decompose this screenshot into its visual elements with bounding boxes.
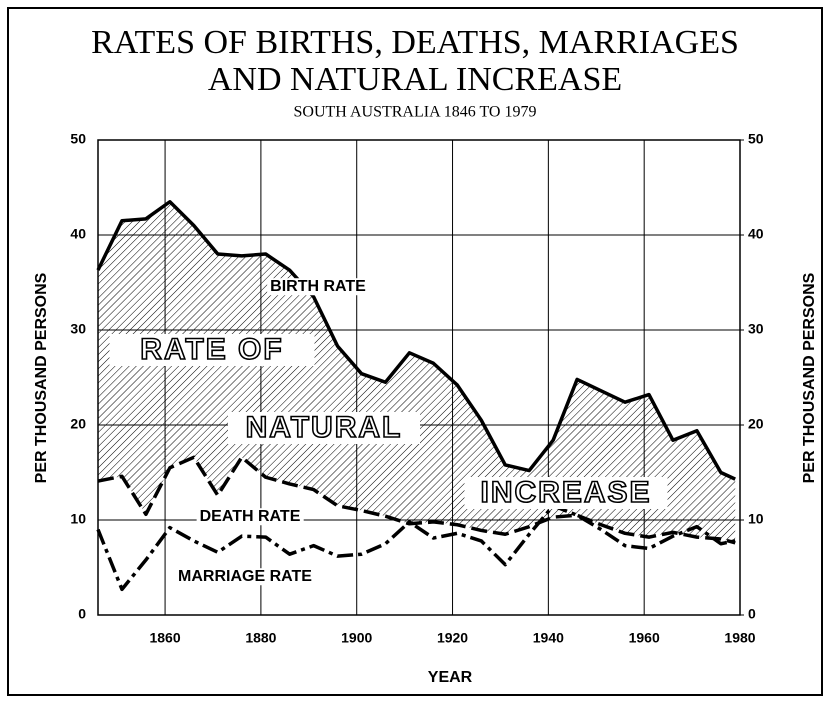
annotation-box (228, 412, 420, 444)
series-label: BIRTH RATE (270, 278, 366, 295)
x-axis-label: YEAR (428, 669, 473, 686)
x-tick-label: 1900 (341, 630, 372, 646)
series-label: DEATH RATE (200, 508, 301, 525)
series-line (96, 504, 736, 592)
chart-title: AND NATURAL INCREASE (208, 61, 622, 98)
x-tick-label: 1860 (149, 630, 180, 646)
plot-border (97, 139, 741, 616)
series-line (96, 200, 736, 481)
y2-tick-label: 10 (748, 511, 764, 527)
series-label-bg (175, 568, 316, 586)
annotation: RATE OF (140, 333, 283, 366)
y2-tick-label: 50 (748, 131, 764, 147)
annotation: INCREASE (480, 476, 651, 509)
x-tick-label: 1920 (437, 630, 468, 646)
chart-subtitle: SOUTH AUSTRALIA 1846 TO 1979 (294, 104, 537, 121)
series-label-bg (267, 278, 370, 296)
y2-tick-label: 20 (748, 416, 764, 432)
y-tick-label: 40 (70, 226, 86, 242)
y-axis-label: PER THOUSAND PERSONS (33, 272, 50, 483)
y-tick-label: 50 (70, 131, 86, 147)
series-label: MARRIAGE RATE (178, 568, 312, 585)
chart-title: RATES OF BIRTHS, DEATHS, MARRIAGES (91, 24, 739, 61)
series-label-bg (196, 508, 304, 526)
y-tick-label: 0 (78, 606, 86, 622)
y-tick-label: 10 (70, 511, 86, 527)
y-tick-label: 30 (70, 321, 86, 337)
frame (7, 7, 823, 696)
series-line (97, 455, 736, 545)
y2-tick-label: 30 (748, 321, 764, 337)
x-tick-label: 1980 (724, 630, 755, 646)
annotation-box (464, 477, 668, 509)
x-tick-label: 1880 (245, 630, 276, 646)
x-tick-label: 1960 (629, 630, 660, 646)
y2-tick-label: 40 (748, 226, 764, 242)
annotation-box (109, 334, 315, 366)
x-tick-label: 1940 (533, 630, 564, 646)
y-tick-label: 20 (70, 416, 86, 432)
y2-tick-label: 0 (748, 606, 756, 622)
annotation: NATURAL (246, 411, 403, 444)
y2-axis-label: PER THOUSAND PERSONS (801, 272, 818, 483)
natural-increase-area (98, 201, 736, 543)
